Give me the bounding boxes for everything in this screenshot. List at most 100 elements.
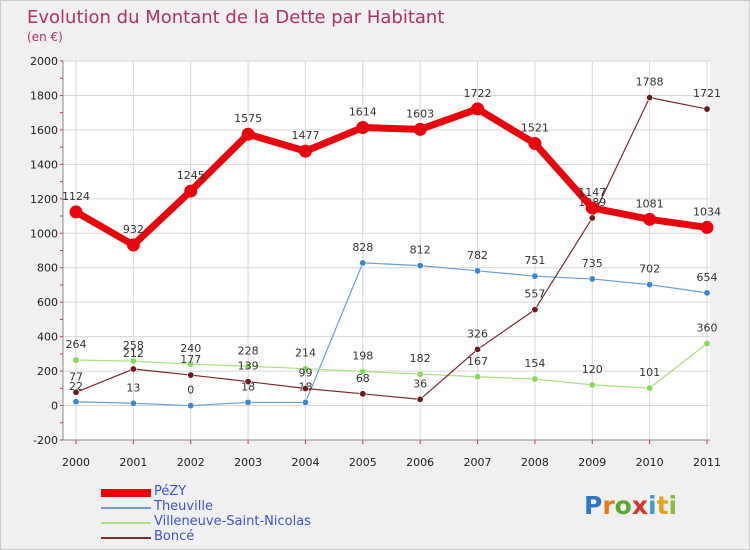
data-label-bonc-: 326 (467, 327, 488, 340)
data-label-bonc-: 1721 (693, 87, 721, 100)
y-tick-label: 1400 (30, 158, 58, 171)
data-label-villeneuve-saint-nicolas: 154 (524, 357, 545, 370)
data-point-theuville (301, 398, 309, 406)
data-point-villeneuve-saint-nicolas (72, 356, 80, 364)
data-label-villeneuve-saint-nicolas: 182 (410, 352, 431, 365)
data-point-p-zy (471, 102, 485, 116)
data-label-theuville: 812 (410, 244, 431, 257)
series-line-theuville (75, 262, 708, 407)
x-tick-label: 2005 (349, 456, 377, 469)
data-label-bonc-: 139 (238, 360, 259, 373)
data-label-p-zy: 1034 (693, 205, 721, 218)
data-label-p-zy: 1614 (349, 105, 377, 118)
y-tick-label: 600 (37, 296, 58, 309)
y-tick-label: 800 (37, 262, 58, 275)
y-tick-label: 200 (37, 365, 58, 378)
data-label-p-zy: 1147 (578, 186, 606, 199)
legend-label: Theuville (154, 499, 213, 514)
data-label-p-zy: 1603 (406, 107, 434, 120)
data-point-villeneuve-saint-nicolas (187, 360, 195, 368)
data-point-villeneuve-saint-nicolas (588, 381, 596, 389)
data-label-villeneuve-saint-nicolas: 360 (697, 322, 718, 335)
x-tick-label: 2006 (406, 456, 434, 469)
y-tick-label: 2000 (30, 55, 58, 68)
legend-swatch (101, 522, 151, 524)
data-label-bonc-: 68 (356, 372, 370, 385)
data-point-villeneuve-saint-nicolas (359, 367, 367, 375)
x-tick-label: 2000 (62, 456, 90, 469)
data-point-p-zy (528, 137, 542, 151)
data-point-theuville (416, 262, 424, 270)
data-label-bonc-: 212 (123, 347, 144, 360)
data-point-bonc- (703, 105, 711, 113)
data-point-p-zy (298, 144, 312, 158)
data-point-villeneuve-saint-nicolas (531, 375, 539, 383)
data-point-bonc- (72, 388, 80, 396)
data-point-bonc- (646, 94, 654, 102)
data-point-theuville (244, 398, 252, 406)
data-label-villeneuve-saint-nicolas: 198 (352, 349, 373, 362)
series-line-villeneuve-saint-nicolas (75, 343, 708, 389)
data-point-bonc- (359, 390, 367, 398)
data-point-bonc- (474, 345, 482, 353)
legend-label: PéZY (154, 484, 187, 499)
proxiti-logo: Proxiti (584, 491, 677, 520)
data-point-bonc- (187, 371, 195, 379)
data-point-theuville (703, 289, 711, 297)
data-point-p-zy (585, 201, 599, 215)
data-label-villeneuve-saint-nicolas: 101 (639, 366, 660, 379)
x-tick-label: 2010 (636, 456, 664, 469)
logo-letter: t (656, 491, 669, 520)
data-point-p-zy (356, 120, 370, 134)
data-label-bonc-: 177 (180, 353, 201, 366)
x-tick-label: 2009 (578, 456, 606, 469)
plot-area (63, 61, 710, 440)
data-point-bonc- (301, 384, 309, 392)
data-point-theuville (129, 399, 137, 407)
data-label-villeneuve-saint-nicolas: 258 (123, 339, 144, 352)
logo-letter: P (584, 491, 603, 520)
data-point-villeneuve-saint-nicolas (129, 357, 137, 365)
data-point-p-zy (413, 122, 427, 136)
x-tick-label: 2004 (291, 456, 319, 469)
logo-letter: i (668, 491, 678, 520)
data-label-p-zy: 1521 (521, 122, 549, 135)
data-label-villeneuve-saint-nicolas: 264 (66, 338, 87, 351)
data-point-p-zy (69, 205, 83, 219)
data-point-villeneuve-saint-nicolas (474, 373, 482, 381)
y-tick-label: 1200 (30, 193, 58, 206)
data-label-villeneuve-saint-nicolas: 120 (582, 363, 603, 376)
data-label-p-zy: 1575 (234, 112, 262, 125)
data-label-villeneuve-saint-nicolas: 240 (180, 342, 201, 355)
logo-letter: x (631, 491, 648, 520)
data-point-theuville (646, 281, 654, 289)
data-label-bonc-: 99 (298, 366, 312, 379)
data-point-theuville (474, 267, 482, 275)
data-label-theuville: 782 (467, 249, 488, 262)
x-tick-label: 2002 (177, 456, 205, 469)
data-point-theuville (187, 402, 195, 410)
data-label-p-zy: 1477 (291, 129, 319, 142)
data-label-bonc-: 77 (69, 370, 83, 383)
x-tick-label: 2011 (693, 456, 721, 469)
data-label-theuville: 18 (241, 380, 255, 393)
legend-label: Villeneuve-Saint-Nicolas (154, 514, 311, 529)
data-point-villeneuve-saint-nicolas (244, 362, 252, 370)
data-point-villeneuve-saint-nicolas (646, 384, 654, 392)
data-label-bonc-: 36 (413, 377, 427, 390)
data-label-villeneuve-saint-nicolas: 228 (238, 344, 259, 357)
data-label-theuville: 22 (69, 380, 83, 393)
data-point-theuville (72, 398, 80, 406)
legend-swatch (101, 507, 151, 509)
data-label-p-zy: 932 (123, 223, 144, 236)
data-point-villeneuve-saint-nicolas (703, 340, 711, 348)
data-label-theuville: 0 (187, 384, 194, 397)
data-label-p-zy: 1081 (636, 197, 664, 210)
data-point-theuville (531, 272, 539, 280)
data-point-bonc- (129, 365, 137, 373)
data-point-p-zy (643, 212, 657, 226)
legend-swatch (101, 537, 151, 539)
data-label-p-zy: 1124 (62, 190, 90, 203)
data-label-bonc-: 557 (524, 288, 545, 301)
